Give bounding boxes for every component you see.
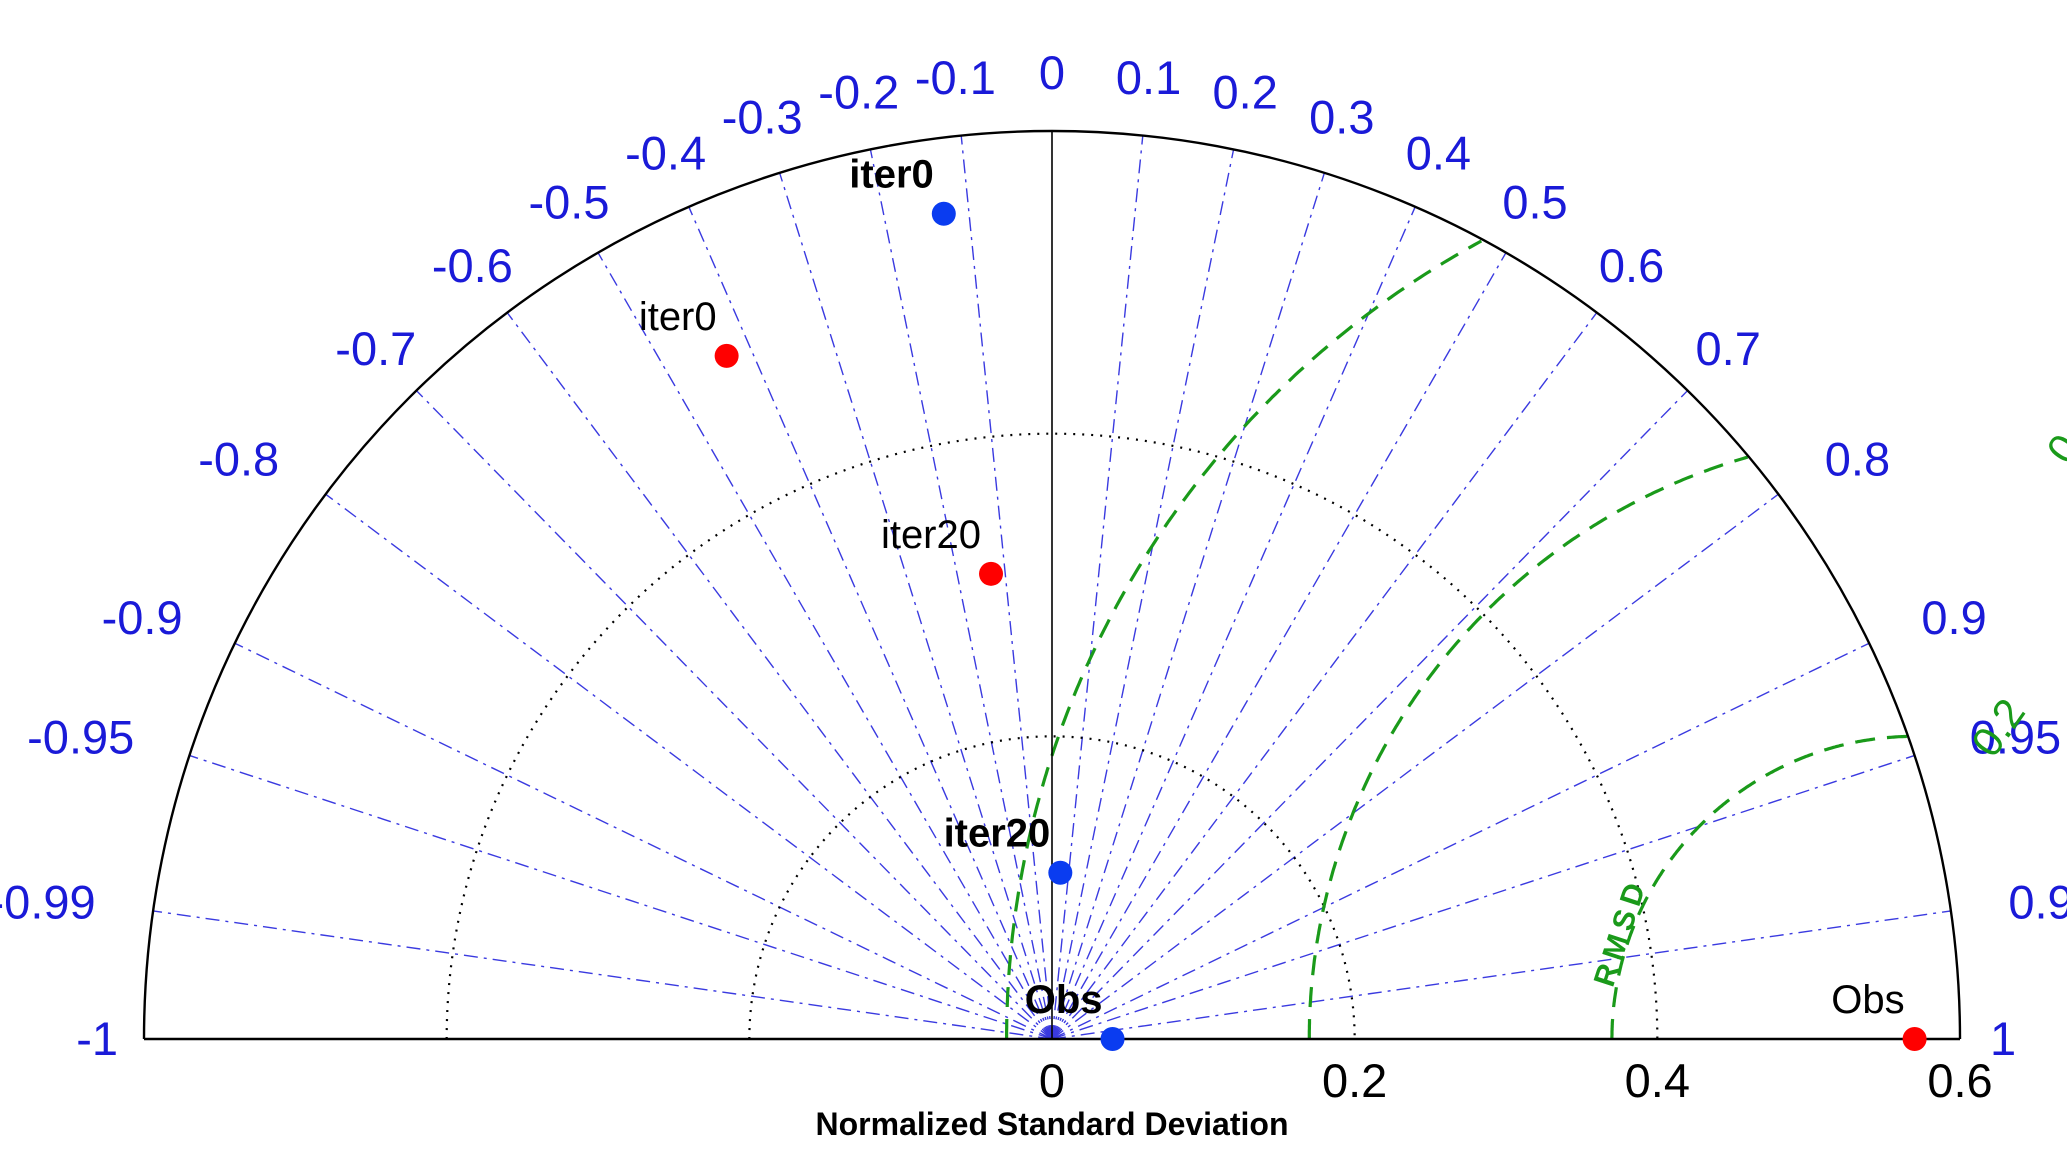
correlation-spoke — [506, 312, 1053, 1040]
correlation-spoke — [415, 390, 1053, 1040]
correlation-tick-label: 1 — [1990, 1012, 2016, 1065]
correlation-axis-title: Correlation Coefficient — [818, 0, 1285, 3]
rmsd-contour — [1307, 455, 1749, 1039]
correlation-spokes — [152, 135, 1952, 1040]
data-point-Obs — [1100, 1027, 1125, 1051]
correlation-spoke — [1051, 910, 1952, 1040]
correlation-spoke — [1051, 493, 1779, 1040]
correlation-tick-label: -0.95 — [27, 710, 134, 763]
data-point-iter20 — [1048, 860, 1073, 885]
correlation-tick-label: 0.5 — [1502, 175, 1567, 228]
correlation-tick-label: -0.6 — [432, 239, 513, 292]
data-point-iter20 — [979, 561, 1004, 586]
correlation-tick-label: 0.95 — [1970, 710, 2061, 763]
std-dotted-arcs — [447, 434, 1658, 1039]
correlation-spoke — [1051, 642, 1870, 1040]
x-axis-title: Normalized Standard Deviation — [816, 1106, 1289, 1142]
correlation-spoke — [960, 135, 1053, 1040]
data-point-label: Obs — [1831, 978, 1904, 1022]
rmsd-contour — [1005, 239, 1483, 1039]
correlation-spoke — [1051, 172, 1326, 1040]
correlation-tick-label: 0.7 — [1696, 322, 1761, 375]
rmsd-contour-label: 0.4 — [2037, 397, 2067, 472]
correlation-spoke — [1051, 206, 1416, 1040]
correlation-tick-label: -0.3 — [722, 90, 803, 143]
data-point-label: iter0 — [849, 153, 934, 197]
correlation-spoke — [1051, 149, 1235, 1040]
std-tick-label: 0 — [1039, 1054, 1065, 1107]
std-tick-label: 0.2 — [1322, 1054, 1387, 1107]
correlation-tick-label: -0.5 — [529, 175, 610, 228]
correlation-tick-label: -0.4 — [625, 127, 706, 180]
correlation-tick-label: 0 — [1039, 46, 1065, 99]
data-point-label: iter20 — [944, 812, 1051, 856]
rmsd-contour — [1610, 734, 1908, 1039]
correlation-spoke — [688, 206, 1053, 1040]
correlation-spoke — [234, 642, 1053, 1040]
correlation-tick-label: 0.6 — [1599, 239, 1664, 292]
correlation-tick-label: 0.4 — [1406, 127, 1471, 180]
std-tick-labels: 0 0.2 0.4 0.6 — [1039, 1054, 1993, 1107]
correlation-spoke — [1051, 754, 1915, 1040]
correlation-spoke — [1051, 135, 1144, 1040]
rmsd-contour-labels: 0.20.40.6RMSD — [1588, 397, 2067, 991]
correlation-tick-label: -0.1 — [915, 51, 996, 104]
data-point-label: iter20 — [881, 513, 981, 557]
data-point-iter0 — [714, 343, 739, 368]
correlation-spoke — [152, 910, 1053, 1040]
correlation-tick-label: -0.99 — [0, 876, 96, 929]
correlation-spoke — [189, 754, 1053, 1040]
correlation-tick-labels: -1 -0.99 -0.95 -0.9 -0.8 -0.7 -0.6 -0.5 -0.4 -0.3… — [0, 46, 2067, 1065]
correlation-axis-title-text: Correlation Coefficient — [818, 0, 1281, 3]
rmsd-axis-title: RMSD — [1588, 874, 1654, 991]
correlation-tick-label: 0.1 — [1116, 51, 1181, 104]
correlation-spoke — [325, 493, 1053, 1040]
correlation-tick-label: 0.2 — [1213, 66, 1278, 119]
correlation-tick-label: 0.3 — [1309, 90, 1374, 143]
data-point-iter0 — [931, 201, 956, 226]
correlation-tick-label: 0.99 — [2008, 876, 2067, 929]
correlation-spoke — [1051, 312, 1598, 1040]
data-point-Obs — [1902, 1027, 1927, 1051]
correlation-spoke — [1051, 390, 1689, 1040]
correlation-spoke — [1051, 252, 1507, 1040]
correlation-spoke — [597, 252, 1053, 1040]
correlation-tick-label: -1 — [76, 1012, 118, 1065]
data-point-label: iter0 — [639, 295, 717, 339]
rmsd-contours — [1005, 239, 1908, 1039]
correlation-tick-label: 0.8 — [1825, 432, 1890, 485]
correlation-tick-label: 0.9 — [1921, 591, 1986, 644]
data-points: iter0 iter20 Obs iter0 iter20 Obs — [639, 153, 1927, 1051]
std-tick-label: 0.4 — [1625, 1054, 1690, 1107]
correlation-spoke — [869, 149, 1053, 1040]
data-point-label: Obs — [1025, 978, 1103, 1022]
std-arc — [748, 735, 1356, 1040]
correlation-spoke — [778, 172, 1053, 1040]
correlation-tick-label: -0.2 — [818, 66, 899, 119]
correlation-tick-label: -0.9 — [102, 591, 183, 644]
correlation-tick-label: -0.7 — [335, 322, 416, 375]
correlation-tick-label: -0.8 — [198, 432, 279, 485]
std-tick-label: 0.6 — [1927, 1054, 1992, 1107]
diagram-frame — [142, 129, 1962, 1041]
